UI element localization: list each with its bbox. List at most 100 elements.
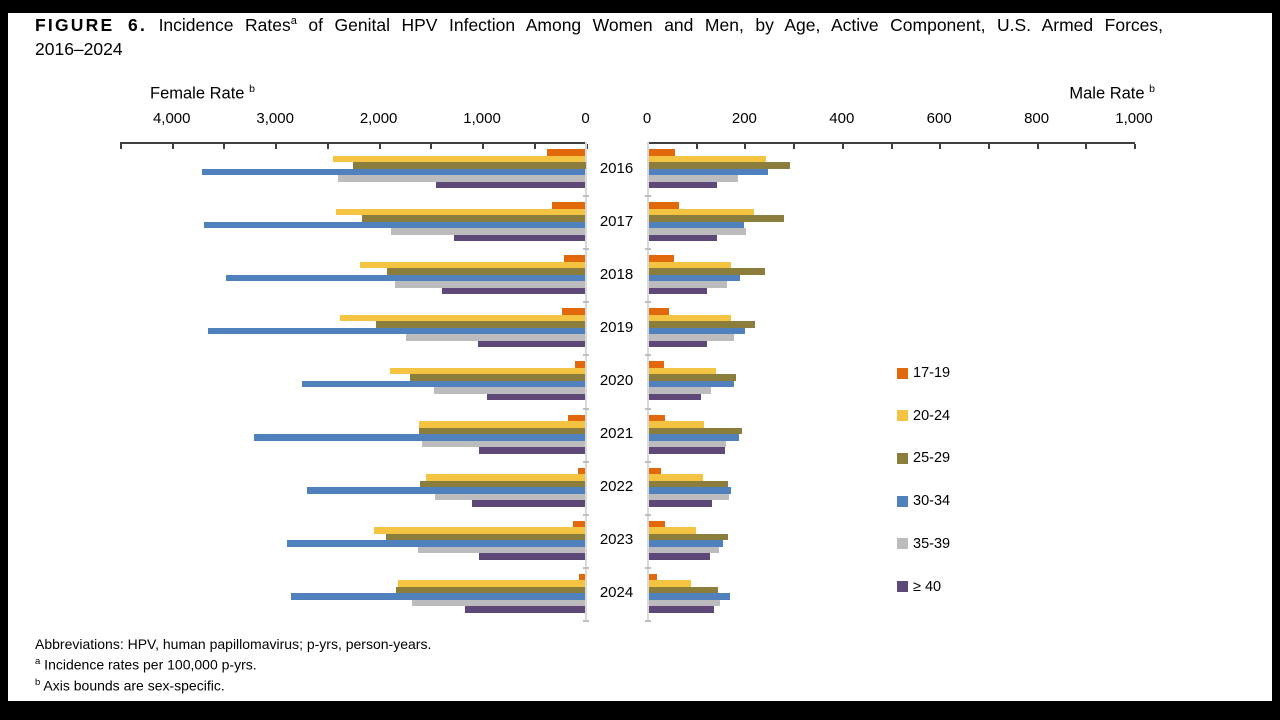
legend-item-30-34: 30-34: [897, 493, 950, 509]
male-axis-title: Male Rate b: [1069, 83, 1155, 103]
male-axis-tick: [744, 144, 747, 149]
figure-title: FIGURE 6. Incidence Ratesa of Genital HP…: [35, 15, 1163, 36]
bar-female-2017-30-34: [203, 221, 586, 229]
male-category-tick: [645, 354, 651, 357]
bar-female-2016-30-34: [201, 168, 586, 175]
legend-label: 17-19: [913, 365, 951, 381]
bar-female-2018-30-34: [225, 274, 586, 282]
legend-label: 25-29: [913, 450, 951, 467]
male-axis-tick: [939, 144, 942, 149]
female-category-tick: [582, 301, 589, 304]
bar-male-2020-35-39: [648, 387, 711, 394]
bar-female-2020-25-29: [409, 374, 586, 381]
bar-male-2023-17-19: [648, 520, 666, 528]
female-axis-superscript-b: b: [249, 83, 255, 95]
bar-female-2016-≥ 40: [435, 181, 586, 188]
bar-male-2016-30-34: [648, 168, 769, 175]
male-axis-tick: [1085, 144, 1088, 149]
bar-male-2019-35-39: [648, 334, 735, 341]
female-axis-tick-label: 2,000: [359, 110, 398, 127]
bar-male-2023-20-24: [648, 527, 696, 534]
bar-male-2024-≥ 40: [648, 606, 715, 613]
bar-female-2017-20-24: [336, 208, 586, 216]
year-label-2024: 2024: [599, 584, 634, 602]
female-axis-tick: [326, 144, 329, 149]
year-label-2022: 2022: [599, 478, 634, 496]
female-axis-title: Female Rate b: [150, 83, 255, 103]
female-axis-tick: [275, 144, 278, 149]
female-axis-tick: [171, 144, 174, 149]
male-category-tick: [645, 513, 651, 516]
bar-female-2020-≥ 40: [486, 393, 586, 401]
female-axis-tick: [120, 144, 122, 149]
bar-female-2023-30-34: [286, 540, 586, 547]
frame-left: [0, 0, 8, 720]
bar-female-2019-35-39: [405, 334, 586, 341]
bar-male-2023-35-39: [648, 546, 719, 554]
bar-male-2019-17-19: [648, 308, 670, 315]
year-label-2017: 2017: [599, 212, 634, 230]
bar-female-2016-25-29: [352, 162, 586, 169]
bar-female-2022-≥ 40: [471, 500, 586, 507]
bar-male-2021-≥ 40: [648, 447, 725, 454]
bar-female-2024-35-39: [411, 599, 586, 607]
legend-item-17-19: 17-19: [897, 365, 950, 381]
bar-male-2017-20-24: [648, 208, 754, 216]
bar-female-2019-30-34: [207, 327, 586, 335]
bar-female-2024-25-29: [396, 586, 586, 594]
bar-male-2022-20-24: [648, 474, 703, 481]
bar-male-2022-30-34: [648, 487, 732, 494]
title-text-rest: of Genital HPV Infection Among Women and…: [296, 15, 1164, 35]
bar-female-2023-35-39: [417, 546, 586, 554]
bar-male-2016-20-24: [648, 155, 766, 162]
male-category-tick: [645, 619, 651, 622]
footnote-a-marker: a: [35, 656, 41, 667]
bar-male-2019-30-34: [648, 327, 746, 335]
bar-male-2016-35-39: [648, 175, 738, 182]
female-axis-tick: [533, 144, 536, 149]
bar-male-2021-30-34: [648, 434, 739, 441]
bar-male-2017-25-29: [648, 215, 785, 222]
male-category-tick: [645, 301, 651, 304]
female-category-tick: [582, 460, 589, 463]
bar-female-2021-35-39: [422, 440, 586, 447]
female-axis-tick: [482, 144, 485, 149]
bar-female-2020-17-19: [574, 361, 586, 368]
footnotes: Abbreviations: HPV, human papillomavirus…: [35, 635, 431, 694]
female-axis-tick-label: 1,000: [463, 110, 501, 127]
bar-female-2017-17-19: [552, 202, 586, 209]
bar-female-2022-30-34: [306, 487, 586, 494]
bar-female-2018-20-24: [359, 261, 586, 269]
bar-male-2018-≥ 40: [648, 287, 708, 295]
bar-female-2021-25-29: [419, 427, 586, 434]
bar-male-2021-35-39: [648, 440, 726, 447]
male-axis-tick-label: 0: [642, 110, 652, 127]
title-text: Incidence Rates: [147, 15, 291, 35]
bar-male-2018-30-34: [648, 274, 740, 282]
bar-male-2016-25-29: [648, 162, 791, 169]
bar-male-2019-25-29: [648, 321, 756, 328]
bar-female-2018-≥ 40: [441, 287, 586, 295]
bar-female-2021-30-34: [254, 434, 586, 441]
bar-male-2024-30-34: [648, 593, 730, 600]
frame-bottom: [0, 701, 1280, 720]
female-category-tick: [582, 195, 589, 198]
male-category-tick: [645, 566, 651, 569]
bar-male-2021-17-19: [648, 414, 666, 421]
year-label-2019: 2019: [599, 318, 634, 336]
female-category-tick: [582, 513, 589, 516]
footnote-b-marker: b: [35, 676, 41, 688]
figure-number-label: FIGURE 6.: [35, 15, 148, 35]
bar-female-2019-17-19: [562, 308, 586, 315]
bar-female-2022-35-39: [434, 493, 586, 501]
bar-male-2018-25-29: [648, 268, 766, 275]
year-label-2021: 2021: [599, 425, 634, 442]
legend-label: 20-24: [913, 407, 951, 424]
male-axis-tick: [890, 144, 893, 149]
female-category-tick: [582, 354, 589, 357]
legend-item-≥ 40: ≥ 40: [897, 579, 941, 595]
legend-swatch-30-34: [897, 495, 908, 507]
female-axis-line: [120, 142, 587, 144]
female-category-tick: [582, 248, 589, 251]
bar-female-2024-17-19: [579, 573, 586, 581]
